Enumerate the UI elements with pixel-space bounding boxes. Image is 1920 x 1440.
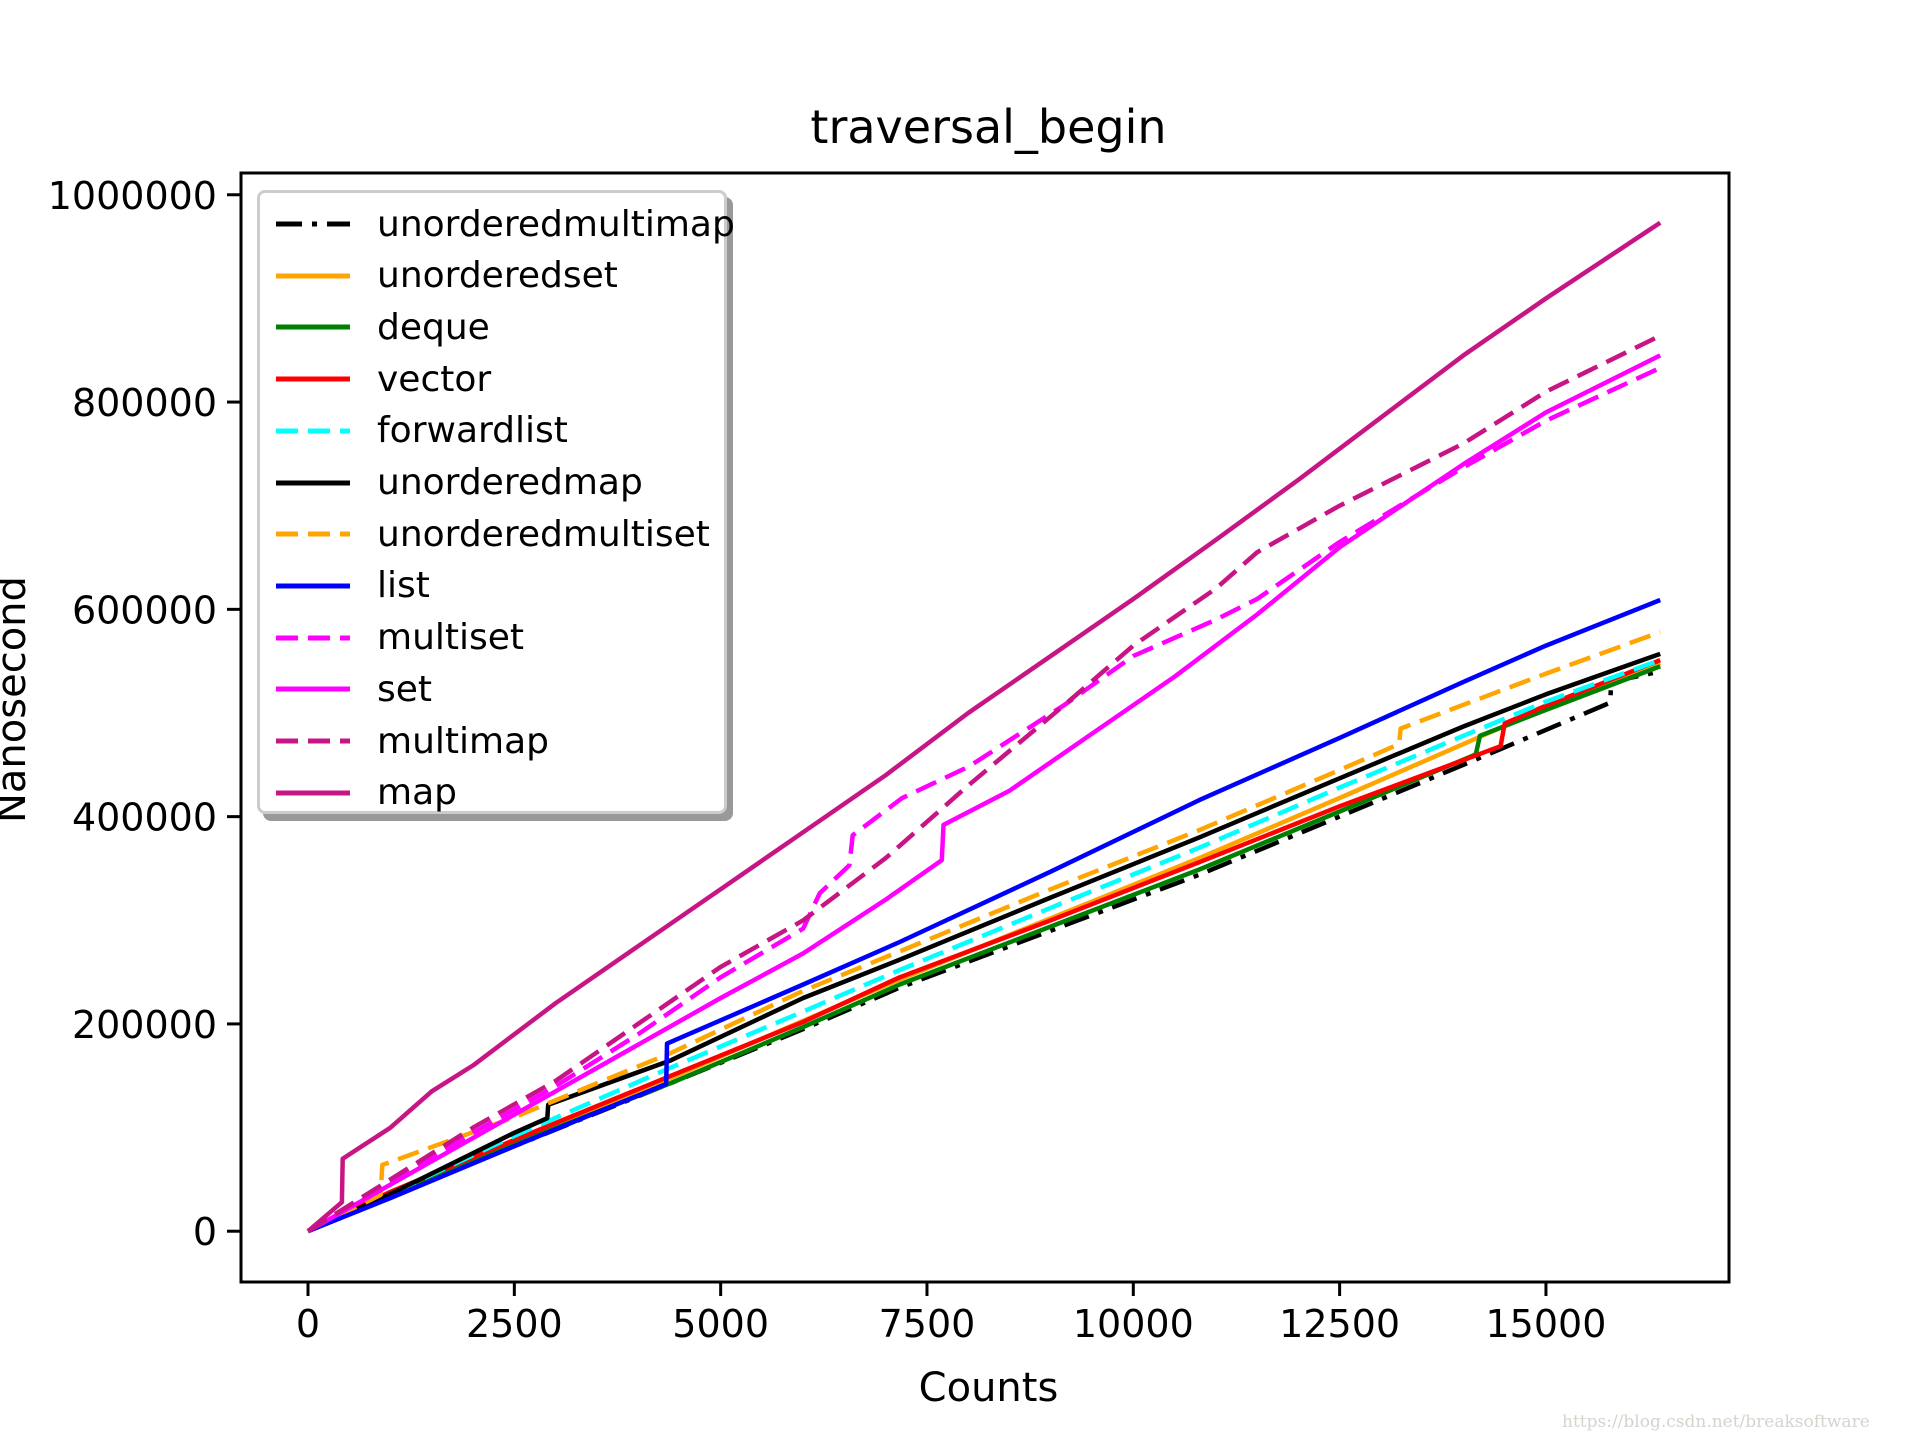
legend-item-multimap: multimap xyxy=(274,716,549,766)
legend-label: map xyxy=(377,772,457,814)
series-line-unorderedmap xyxy=(307,651,1661,1234)
y-axis-ticks: 0 200000 400000 600000 800000 1000000 xyxy=(48,174,241,1254)
x-tick-label: 15000 xyxy=(1486,1302,1607,1346)
y-axis-label: Nanosecond xyxy=(0,576,35,823)
legend-label: deque xyxy=(377,306,490,348)
legend-label: unorderedmultimap xyxy=(377,203,735,245)
legend-item-multiset: multiset xyxy=(274,613,524,663)
legend-item-unorderedmultiset: unorderedmultiset xyxy=(274,509,710,559)
series-line-forwardlist xyxy=(307,657,1661,1234)
watermark: https://blog.csdn.net/breaksoftware xyxy=(1562,1412,1870,1432)
legend-swatch-icon xyxy=(276,221,350,227)
legend: unorderedmultimap unorderedset deque vector… xyxy=(257,190,735,814)
legend-swatch-icon xyxy=(276,790,350,796)
legend-swatch-icon xyxy=(276,324,350,330)
legend-item-forwardlist: forwardlist xyxy=(274,406,568,456)
y-tick-label: 800000 xyxy=(72,381,217,425)
y-tick-label: 0 xyxy=(193,1210,217,1254)
x-axis-ticks: 0 2500 5000 7500 10000 12500 15000 xyxy=(296,1282,1606,1346)
legend-label: set xyxy=(377,668,433,710)
legend-swatch-icon xyxy=(276,428,350,434)
legend-label: multiset xyxy=(377,617,525,659)
legend-swatch-icon xyxy=(276,583,350,589)
legend-swatch-icon xyxy=(276,738,350,744)
x-tick-label: 7500 xyxy=(879,1302,976,1346)
y-tick-label: 200000 xyxy=(72,1003,217,1047)
legend-swatch-icon xyxy=(276,480,350,485)
x-tick-label: 5000 xyxy=(672,1302,769,1346)
legend-swatch-icon xyxy=(276,531,350,537)
legend-item-vector: vector xyxy=(274,354,491,404)
x-tick-label: 2500 xyxy=(466,1302,563,1346)
legend-label: multimap xyxy=(377,720,549,762)
y-tick-label: 400000 xyxy=(72,796,217,840)
y-tick-label: 600000 xyxy=(72,588,217,632)
legend-item-unorderedset: unorderedset xyxy=(274,251,618,301)
series-lines xyxy=(306,220,1662,1234)
legend-item-unorderedmultimap: unorderedmultimap xyxy=(274,199,735,249)
x-tick-label: 0 xyxy=(296,1302,320,1346)
legend-label: unorderedmap xyxy=(377,462,643,503)
chart-title: traversal_begin xyxy=(810,100,1167,154)
legend-item-deque: deque xyxy=(274,302,490,352)
legend-item-set: set xyxy=(274,664,432,714)
legend-item-unorderedmap: unorderedmap xyxy=(274,458,643,508)
legend-item-map: map xyxy=(274,768,457,818)
legend-label: forwardlist xyxy=(377,410,568,452)
legend-swatch-icon xyxy=(276,635,350,641)
legend-swatch-icon xyxy=(276,273,350,279)
series-line-map xyxy=(306,220,1662,1233)
x-tick-label: 12500 xyxy=(1279,1302,1400,1346)
legend-item-list: list xyxy=(274,561,430,611)
series-line-list xyxy=(307,597,1662,1234)
legend-label: unorderedmultiset xyxy=(377,513,710,555)
y-tick-label: 1000000 xyxy=(48,174,217,218)
series-line-set xyxy=(306,353,1662,1234)
legend-label: unorderedset xyxy=(377,255,618,297)
legend-label: list xyxy=(377,565,430,607)
series-line-vector xyxy=(307,658,1662,1234)
series-line-unorderedmultiset xyxy=(306,629,1661,1234)
series-line-multiset xyxy=(306,365,1662,1234)
x-axis-label: Counts xyxy=(918,1365,1059,1411)
legend-swatch-icon xyxy=(276,686,350,692)
legend-swatch-icon xyxy=(276,376,350,382)
legend-label: vector xyxy=(377,358,492,400)
series-line-multimap xyxy=(306,333,1662,1234)
plot-frame xyxy=(239,171,1731,1284)
x-tick-label: 10000 xyxy=(1073,1302,1194,1346)
